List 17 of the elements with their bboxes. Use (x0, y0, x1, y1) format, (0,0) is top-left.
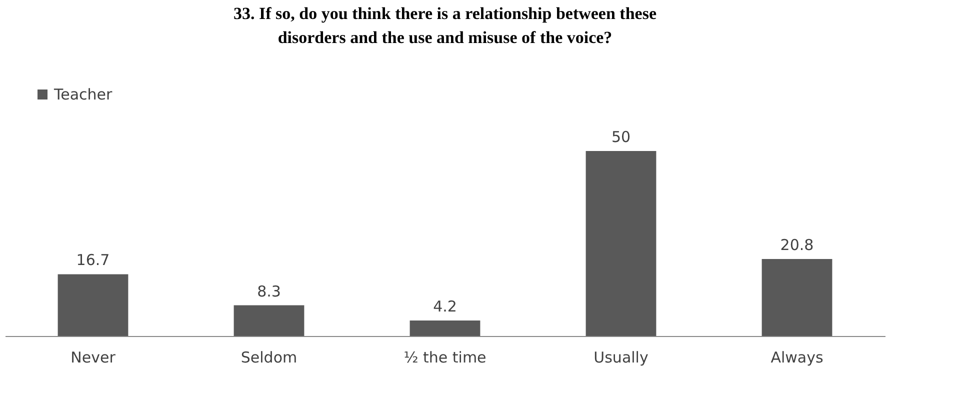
bar (762, 259, 832, 336)
chart-title: 33. If so, do you think there is a relationship between these disorders and the use and misuse of the voice? (234, 4, 657, 47)
bar (234, 305, 304, 336)
bar (58, 274, 128, 336)
data-label: 20.8 (780, 236, 814, 254)
x-tick-label: Seldom (240, 348, 298, 366)
data-label: 4.2 (433, 297, 457, 316)
data-label: 50 (611, 128, 631, 146)
x-tick-label: Always (770, 348, 824, 366)
data-label: 16.7 (76, 251, 110, 270)
bar (586, 151, 656, 336)
bar (410, 320, 480, 336)
x-tick-label: Usually (594, 348, 648, 366)
legend-label: Teacher (53, 86, 114, 104)
data-label: 8.3 (257, 282, 281, 300)
x-tick-label: Never (70, 348, 116, 366)
x-tick-label: ½ the time (404, 348, 486, 366)
